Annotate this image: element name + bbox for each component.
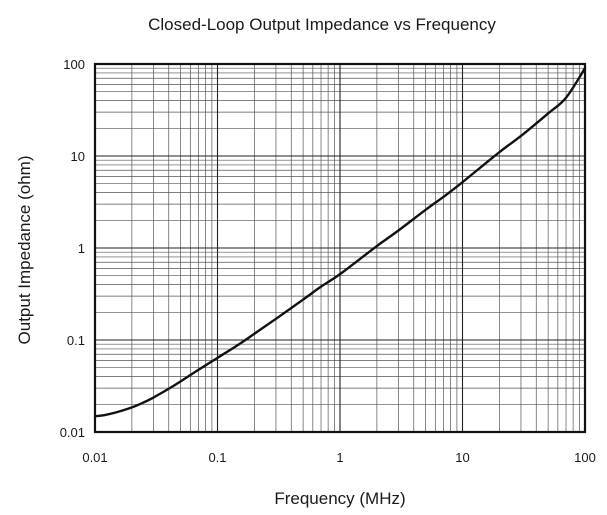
grid — [94, 63, 586, 433]
y-tick-label: 100 — [63, 57, 85, 72]
x-tick-label: 10 — [455, 450, 469, 465]
y-tick-labels: 0.01 0.1 1 10 100 — [60, 57, 85, 440]
x-tick-label: 100 — [574, 450, 596, 465]
x-axis-label: Frequency (MHz) — [274, 489, 405, 508]
x-tick-label: 0.1 — [208, 450, 226, 465]
x-tick-label: 1 — [336, 450, 343, 465]
y-tick-label: 10 — [71, 149, 85, 164]
plot-frame — [93, 62, 587, 434]
y-tick-label: 1 — [78, 241, 85, 256]
impedance-curve — [93, 67, 587, 418]
y-tick-label: 0.01 — [60, 425, 85, 440]
x-tick-label: 0.01 — [82, 450, 107, 465]
y-axis-label: Output Impedance (ohm) — [15, 156, 34, 345]
x-tick-labels: 0.01 0.1 1 10 100 — [82, 450, 596, 465]
y-tick-label: 0.1 — [67, 333, 85, 348]
chart-title: Closed-Loop Output Impedance vs Frequenc… — [148, 15, 496, 34]
